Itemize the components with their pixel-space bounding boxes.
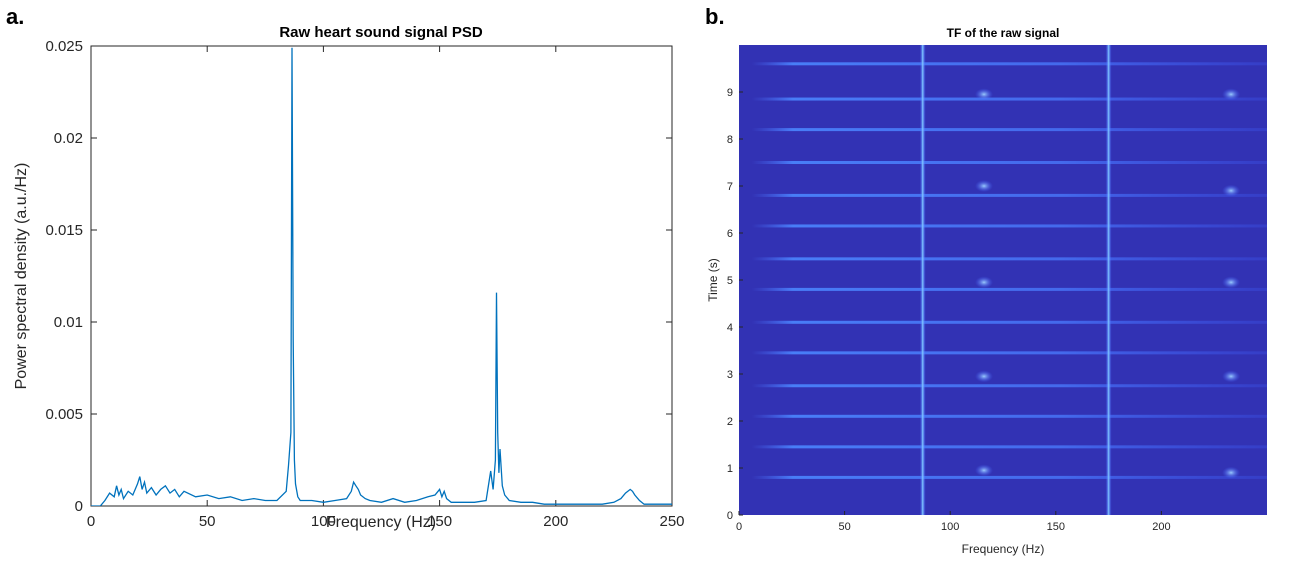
psd-x-tick-label: 0 [87, 513, 95, 530]
tf-band [751, 161, 1267, 164]
psd-y-tick-label: 0.025 [45, 38, 83, 55]
tf-band [751, 384, 1267, 388]
tf-band [751, 351, 1267, 355]
psd-chart: Raw heart sound signal PSD 0 50 100 150 200 2… [13, 24, 685, 531]
tf-y-tick-label: 8 [727, 134, 733, 146]
tf-band [751, 320, 1267, 324]
psd-x-axis-label: Frequency (Hz) [326, 514, 436, 531]
tf-horizontal-bands [751, 62, 1267, 479]
psd-ticks: 0 50 100 150 200 250 0 0.005 0.01 0.015 0.02 0.025 [45, 38, 684, 530]
tf-band [751, 62, 1267, 66]
tf-hotspot [974, 464, 993, 477]
tf-y-tick-label: 9 [727, 87, 733, 99]
tf-band [751, 97, 1267, 101]
psd-x-tick-label: 50 [199, 513, 216, 530]
tf-hotspot [974, 370, 993, 383]
psd-plot-area [90, 45, 673, 507]
psd-y-axis-label: Power spectral density (a.u./Hz) [13, 163, 30, 390]
tf-chart: TF of the raw signal 0 50 100 150 200 0 1 2 3 4 5 6… [706, 26, 1267, 556]
tf-band [751, 128, 1267, 132]
tf-y-tick-label: 1 [727, 463, 733, 475]
panel-b-letter: b. [705, 4, 725, 29]
tf-x-tick-label: 200 [1152, 521, 1170, 533]
tf-hotspot [974, 276, 993, 289]
tf-hotspot [1222, 276, 1241, 289]
tf-band [751, 475, 1267, 479]
tf-band [751, 287, 1267, 291]
tf-y-tick-label: 5 [727, 275, 733, 287]
tf-y-axis-label: Time (s) [706, 258, 720, 302]
tf-y-tick-label: 6 [727, 228, 733, 240]
psd-series-line [91, 47, 672, 506]
tf-hotspots [974, 88, 1241, 479]
psd-x-tick-label: 100 [311, 513, 336, 530]
psd-y-tick-label: 0 [75, 498, 83, 515]
psd-chart-title: Raw heart sound signal PSD [279, 24, 483, 41]
psd-y-tick-label: 0.015 [45, 222, 83, 239]
tf-band [751, 257, 1267, 261]
tf-x-tick-label: 150 [1047, 521, 1065, 533]
tf-hotspot [1222, 370, 1241, 383]
psd-x-tick-label: 250 [659, 513, 684, 530]
tf-vertical-lines [919, 45, 1112, 515]
tf-x-tick-label: 0 [736, 521, 742, 533]
tf-heatmap-background [739, 45, 1267, 515]
tf-chart-title: TF of the raw signal [947, 26, 1060, 40]
tf-band [751, 224, 1267, 228]
tf-ticks: 0 50 100 150 200 0 1 2 3 4 5 6 7 8 9 [727, 87, 1171, 533]
tf-hotspot [974, 180, 993, 192]
psd-x-tick-label: 150 [427, 513, 452, 530]
panel-a-letter: a. [6, 4, 24, 29]
tf-hotspot [1222, 466, 1241, 479]
tf-vertical-line [1105, 45, 1112, 515]
tf-x-tick-label: 100 [941, 521, 959, 533]
tf-y-tick-label: 3 [727, 369, 733, 381]
tf-hotspot [1222, 88, 1241, 101]
tf-y-tick-label: 0 [727, 510, 733, 522]
tf-x-axis-label: Frequency (Hz) [962, 542, 1045, 556]
tf-x-tick-label: 50 [838, 521, 850, 533]
tf-band [751, 445, 1267, 449]
psd-x-tick-label: 200 [543, 513, 568, 530]
psd-y-tick-label: 0.005 [45, 406, 83, 423]
tf-band [751, 414, 1267, 418]
psd-y-tick-label: 0.02 [54, 130, 83, 147]
tf-y-tick-label: 4 [727, 322, 733, 334]
tf-band [751, 193, 1267, 197]
tf-hotspot [974, 88, 993, 101]
psd-y-tick-label: 0.01 [54, 314, 83, 331]
tf-y-tick-label: 2 [727, 416, 733, 428]
tf-vertical-line [919, 45, 926, 515]
tf-hotspot [1222, 184, 1241, 197]
tf-y-tick-label: 7 [727, 181, 733, 193]
